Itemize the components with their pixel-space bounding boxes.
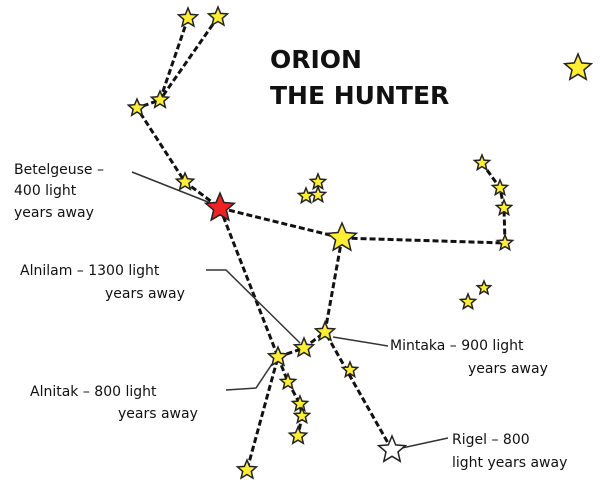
star — [496, 200, 511, 215]
orion-diagram: ORION THE HUNTER Betelgeuse – 400 light … — [0, 0, 600, 482]
title-line: THE HUNTER — [270, 81, 449, 110]
star-label: years away — [468, 361, 548, 377]
star — [474, 155, 489, 170]
star — [289, 427, 306, 443]
star — [497, 235, 512, 250]
star — [209, 7, 228, 25]
constellation-line — [160, 17, 218, 100]
star — [206, 193, 235, 220]
leader-line — [333, 337, 388, 346]
star — [460, 294, 475, 309]
star-label: years away — [105, 286, 185, 302]
star — [342, 362, 357, 377]
star-label: Rigel – 800 — [452, 432, 530, 448]
constellation-line — [325, 238, 392, 450]
star-label: Alnitak – 800 light — [30, 384, 157, 400]
constellation-line — [278, 357, 302, 436]
star — [298, 188, 313, 203]
star-label: Betelgeuse – — [14, 162, 104, 178]
star — [280, 374, 295, 389]
star — [477, 281, 490, 294]
star-label: Alnilam – 1300 light — [20, 263, 160, 279]
star — [238, 460, 257, 478]
title-line: ORION — [270, 45, 362, 74]
leader-line — [402, 438, 448, 448]
star — [128, 99, 145, 115]
leader-line — [226, 364, 272, 390]
star-label: years away — [118, 406, 198, 422]
star — [179, 8, 198, 26]
leader-line — [206, 270, 300, 343]
star — [292, 396, 307, 411]
star-label: 400 light — [14, 183, 77, 199]
star-label: light years away — [452, 455, 567, 471]
constellation-line — [220, 208, 278, 470]
star — [565, 54, 592, 79]
leader-line — [132, 172, 213, 204]
star-label: Mintaka – 900 light — [390, 338, 524, 354]
star-label: years away — [14, 205, 94, 221]
star — [379, 436, 406, 461]
star — [328, 223, 357, 250]
